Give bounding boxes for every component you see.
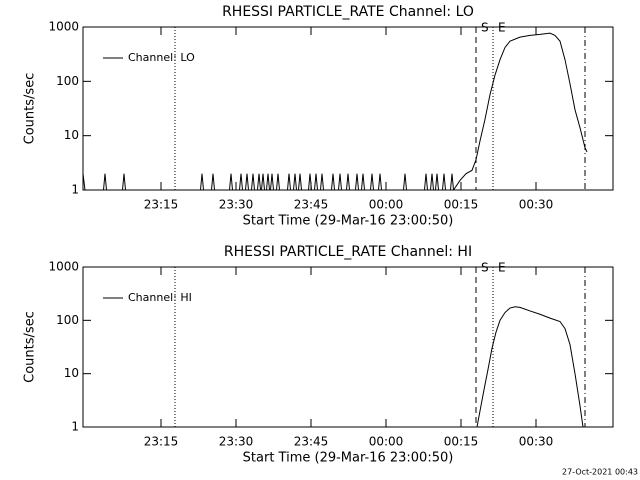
plot-frame xyxy=(82,26,614,191)
x-tick-label: 23:15 xyxy=(144,198,179,212)
y-tick-label: 10 xyxy=(64,128,79,142)
chart-title: RHESSI PARTICLE_RATE Channel: HI xyxy=(224,244,472,260)
x-axis-label: Start Time (29-Mar-16 23:00:50) xyxy=(243,214,454,229)
legend-label: Channel: HI xyxy=(128,291,192,304)
y-tick-label: 100 xyxy=(56,313,79,327)
time-marker-label: S xyxy=(481,21,489,35)
y-tick-label: 1 xyxy=(71,420,79,434)
y-tick-label: 1000 xyxy=(48,260,79,274)
panel: RHESSI PARTICLE_RATE Channel: LO Start Ti… xyxy=(23,4,614,229)
x-tick-label: 00:30 xyxy=(519,435,554,449)
x-tick-label: 23:30 xyxy=(219,198,254,212)
x-tick-label: 00:15 xyxy=(444,198,479,212)
y-axis-label: Counts/sec xyxy=(23,73,38,145)
y-tick-label: 100 xyxy=(56,74,79,88)
legend-label: Channel: LO xyxy=(128,51,195,64)
x-tick-label: 23:30 xyxy=(219,435,254,449)
x-axis-label: Start Time (29-Mar-16 23:00:50) xyxy=(243,451,454,466)
data-line xyxy=(476,306,584,427)
y-tick-label: 1 xyxy=(71,183,79,197)
panel: RHESSI PARTICLE_RATE Channel: HI Start Ti… xyxy=(23,244,614,466)
time-marker-label: E xyxy=(498,21,506,35)
data-line xyxy=(83,32,588,190)
x-tick-label: 00:30 xyxy=(519,198,554,212)
time-marker-label: S xyxy=(481,261,489,275)
x-tick-label: 23:15 xyxy=(144,435,179,449)
y-tick-label: 10 xyxy=(64,366,79,380)
y-tick-label: 1000 xyxy=(48,20,79,34)
x-tick-label: 00:15 xyxy=(444,435,479,449)
x-tick-label: 00:00 xyxy=(369,435,404,449)
plot-frame xyxy=(82,266,614,428)
x-tick-label: 23:45 xyxy=(294,198,329,212)
time-marker-label: E xyxy=(498,261,506,275)
y-axis-label: Counts/sec xyxy=(23,311,38,383)
footer: 27-Oct-2021 00:43 xyxy=(562,468,638,477)
x-tick-label: 00:00 xyxy=(369,198,404,212)
x-tick-label: 23:45 xyxy=(294,435,329,449)
chart-title: RHESSI PARTICLE_RATE Channel: LO xyxy=(222,4,474,20)
